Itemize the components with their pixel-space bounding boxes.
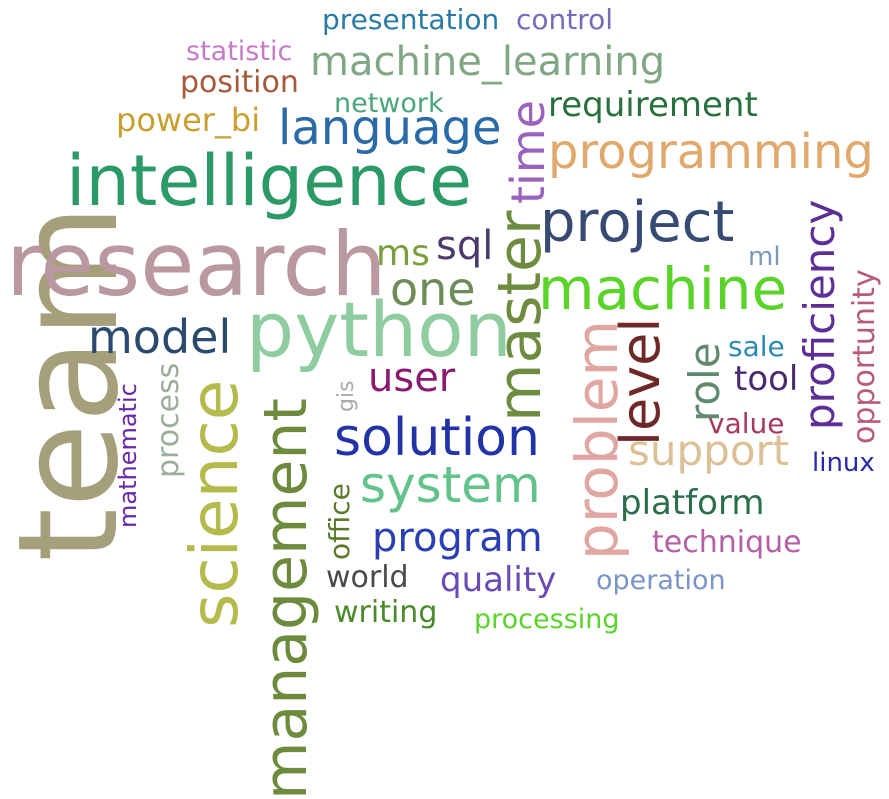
word-science: science [176, 379, 253, 628]
word-value: value [708, 407, 785, 440]
word-solution: solution [334, 408, 540, 468]
word-operation: operation [596, 565, 726, 596]
word-network: network [334, 88, 444, 119]
word-processing: processing [474, 604, 620, 635]
word-requirement: requirement [548, 85, 758, 125]
word-one: one [390, 262, 476, 316]
word-python: python [246, 285, 512, 374]
word-ms: ms [376, 233, 430, 274]
word-project: project [540, 190, 735, 255]
word-presentation: presentation [322, 3, 500, 36]
word-statistic: statistic [186, 36, 293, 67]
word-language: language [278, 100, 502, 156]
word-power-bi: power_bi [116, 101, 261, 139]
word-machine: machine [538, 255, 788, 323]
word-time: time [501, 100, 555, 204]
word-technique: technique [652, 525, 802, 560]
word-model: model [88, 310, 232, 364]
word-tool: tool [734, 359, 799, 399]
word-office: office [323, 483, 356, 560]
word-machine-learning: machine_learning [310, 39, 666, 85]
word-proficiency: proficiency [795, 199, 844, 430]
word-programming: programming [548, 124, 874, 180]
word-ml: ml [748, 242, 781, 272]
word-intelligence: intelligence [66, 140, 473, 222]
word-control: control [516, 3, 614, 36]
word-process: process [151, 362, 186, 478]
word-system: system [360, 456, 541, 514]
word-sql: sql [436, 223, 494, 269]
word-platform: platform [620, 483, 765, 523]
word-research: research [6, 213, 387, 316]
word-linux: linux [812, 448, 875, 478]
word-quality: quality [440, 560, 557, 600]
word-position: position [180, 65, 299, 100]
word-opportunity: opportunity [847, 269, 882, 444]
word-support: support [628, 426, 790, 475]
word-management: management [251, 398, 321, 799]
word-mathematic: mathematic [114, 383, 142, 528]
word-user: user [368, 355, 456, 401]
word-program: program [372, 515, 543, 561]
word-world: world [326, 560, 409, 595]
word-sale: sale [728, 330, 785, 363]
word-writing: writing [334, 595, 438, 630]
